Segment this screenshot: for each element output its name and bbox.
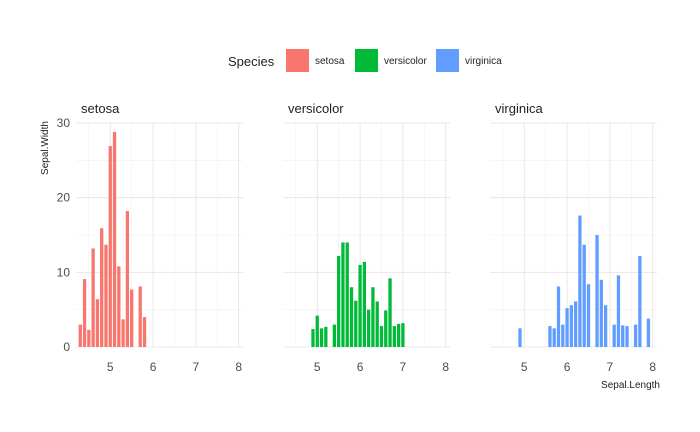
bar-versicolor	[337, 255, 341, 347]
bar-setosa	[121, 319, 125, 347]
y-tick-label: 10	[57, 265, 71, 279]
bar-setosa	[87, 329, 91, 347]
bar-versicolor	[384, 310, 388, 347]
legend-key-setosa	[286, 49, 309, 72]
facet-panel-virginica: virginica 5 6 7 8	[490, 101, 657, 374]
bar-setosa	[104, 244, 108, 347]
bar-virginica	[548, 326, 552, 347]
x-axis-title: Sepal.Length	[601, 380, 660, 391]
x-tick-label: 6	[357, 360, 364, 374]
x-tick-label: 8	[649, 360, 656, 374]
bar-virginica	[574, 301, 578, 347]
bar-versicolor	[367, 309, 371, 347]
x-tick-label: 7	[193, 360, 200, 374]
bar-virginica	[565, 308, 569, 347]
bar-versicolor	[311, 329, 315, 347]
bar-versicolor	[341, 242, 345, 347]
bar-setosa	[91, 248, 95, 347]
bar-versicolor	[332, 324, 337, 347]
x-tick-label: 6	[150, 360, 157, 374]
legend-label-setosa: setosa	[315, 56, 345, 67]
x-tick-label: 5	[107, 360, 114, 374]
facet-panel-setosa: setosa 5 6 7 8 0 10 20 30	[57, 101, 243, 374]
bar-virginica	[569, 305, 573, 347]
bar-virginica	[603, 305, 608, 347]
x-tick-label: 5	[521, 360, 528, 374]
x-tick-label: 8	[442, 360, 449, 374]
bar-virginica	[586, 284, 591, 347]
bar-versicolor	[371, 287, 375, 347]
x-tick-label: 5	[314, 360, 321, 374]
bar-versicolor	[401, 323, 405, 347]
bar-setosa	[100, 228, 104, 347]
legend: Species setosa versicolor virginica	[228, 49, 502, 72]
y-tick-label: 0	[63, 340, 70, 354]
bar-virginica	[633, 324, 638, 347]
x-tick-label: 7	[607, 360, 614, 374]
bar-virginica	[621, 325, 625, 347]
x-tick-label: 6	[564, 360, 571, 374]
bar-setosa	[138, 286, 142, 347]
bar-versicolor	[349, 287, 354, 347]
x-tick-label: 8	[235, 360, 242, 374]
legend-key-versicolor	[355, 49, 378, 72]
x-tick-label: 7	[400, 360, 407, 374]
bar-setosa	[112, 131, 117, 347]
bar-setosa	[108, 146, 112, 347]
bar-virginica	[518, 328, 522, 347]
y-tick-label: 30	[57, 116, 71, 130]
legend-label-versicolor: versicolor	[384, 56, 427, 67]
bar-virginica	[595, 235, 599, 347]
bar-versicolor	[362, 261, 366, 347]
legend-title: Species	[228, 54, 275, 69]
y-axis-title: Sepal.Width	[40, 121, 51, 175]
y-tick-label: 20	[57, 191, 71, 205]
bar-virginica	[582, 244, 586, 347]
bar-virginica	[646, 318, 651, 347]
bar-versicolor	[315, 315, 319, 347]
bar-virginica	[552, 328, 556, 347]
bar-virginica	[612, 324, 616, 347]
bar-versicolor	[324, 326, 328, 347]
bar-versicolor	[392, 326, 396, 347]
bar-versicolor	[354, 300, 358, 347]
bar-virginica	[625, 326, 629, 347]
bar-versicolor	[379, 326, 384, 347]
bar-versicolor	[388, 278, 392, 347]
bar-versicolor	[358, 264, 362, 347]
bar-versicolor	[319, 328, 324, 347]
bar-virginica	[638, 255, 642, 347]
facet-strip-label-setosa: setosa	[81, 101, 120, 116]
bar-setosa	[130, 289, 134, 347]
bar-virginica	[578, 215, 582, 347]
bar-setosa	[95, 299, 100, 347]
bar-setosa	[142, 317, 147, 347]
bar-setosa	[125, 211, 130, 347]
bar-setosa	[117, 266, 121, 347]
legend-key-virginica	[436, 49, 459, 72]
facet-strip-label-virginica: virginica	[495, 101, 543, 116]
bar-virginica	[561, 324, 565, 347]
bar-virginica	[599, 279, 603, 347]
bar-virginica	[556, 286, 561, 347]
bar-setosa	[82, 279, 87, 347]
facet-panel-versicolor: versicolor 5 6 7 8	[283, 101, 450, 374]
bar-setosa	[78, 324, 82, 347]
bar-versicolor	[345, 242, 349, 347]
legend-label-virginica: virginica	[465, 56, 502, 67]
bar-versicolor	[396, 323, 401, 347]
bar-virginica	[616, 275, 621, 347]
bar-versicolor	[375, 301, 379, 347]
facet-strip-label-versicolor: versicolor	[288, 101, 344, 116]
